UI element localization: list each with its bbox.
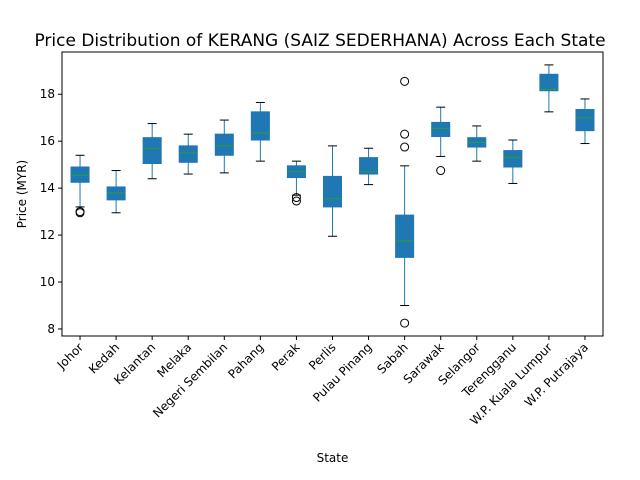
- box-body: [575, 109, 595, 132]
- x-tick-label: Perak: [269, 340, 303, 374]
- box-body: [142, 137, 162, 164]
- y-tick-label: 18: [40, 87, 55, 101]
- box-13: [539, 64, 559, 113]
- box-3: [178, 133, 198, 175]
- box-body: [214, 133, 234, 156]
- y-axis-label: Price (MYR): [15, 160, 29, 228]
- box-12: [503, 139, 523, 184]
- box-8: [359, 147, 379, 186]
- box-11: [467, 125, 487, 162]
- plot-area: [70, 64, 595, 328]
- box-2: [142, 123, 162, 180]
- box-body: [178, 145, 198, 163]
- box-5: [250, 101, 270, 162]
- outlier-point: [400, 318, 410, 328]
- outlier-point: [291, 196, 301, 206]
- y-tick-label: 14: [40, 181, 55, 195]
- box-body: [431, 121, 451, 137]
- x-tick-label: Johor: [54, 340, 86, 372]
- x-tick-label: W.P. Putrajaya: [522, 340, 591, 409]
- box-body: [359, 157, 379, 175]
- box-10: [431, 106, 451, 176]
- y-axis: 8 10 12 14 16 18: [40, 87, 62, 336]
- outlier-point: [291, 193, 301, 203]
- box-body: [539, 73, 559, 92]
- outlier-point: [400, 76, 410, 86]
- chart-title: Price Distribution of KERANG (SAIZ SEDER…: [34, 31, 605, 51]
- box-body: [395, 214, 415, 258]
- x-axis-label: State: [317, 451, 349, 465]
- outlier-point: [400, 129, 410, 139]
- box-body: [322, 175, 343, 208]
- y-tick-label: 8: [47, 322, 55, 336]
- box-1: [106, 170, 126, 214]
- box-0: [70, 154, 90, 218]
- box-7: [322, 145, 343, 237]
- box-6: [286, 160, 306, 206]
- y-tick-label: 12: [40, 228, 55, 242]
- box-body: [503, 150, 523, 168]
- box-9: [395, 76, 415, 328]
- box-body: [106, 186, 126, 201]
- x-tick-label: Pahang: [225, 340, 266, 381]
- box-body: [70, 166, 90, 183]
- x-tick-label: Perlis: [306, 340, 339, 373]
- box-body: [250, 111, 270, 141]
- box-14: [575, 98, 595, 145]
- outlier-point: [400, 142, 410, 152]
- y-tick-label: 16: [40, 134, 55, 148]
- box-4: [214, 119, 234, 174]
- outlier-point: [436, 166, 446, 176]
- outlier-point: [75, 208, 85, 218]
- y-tick-label: 10: [40, 275, 55, 289]
